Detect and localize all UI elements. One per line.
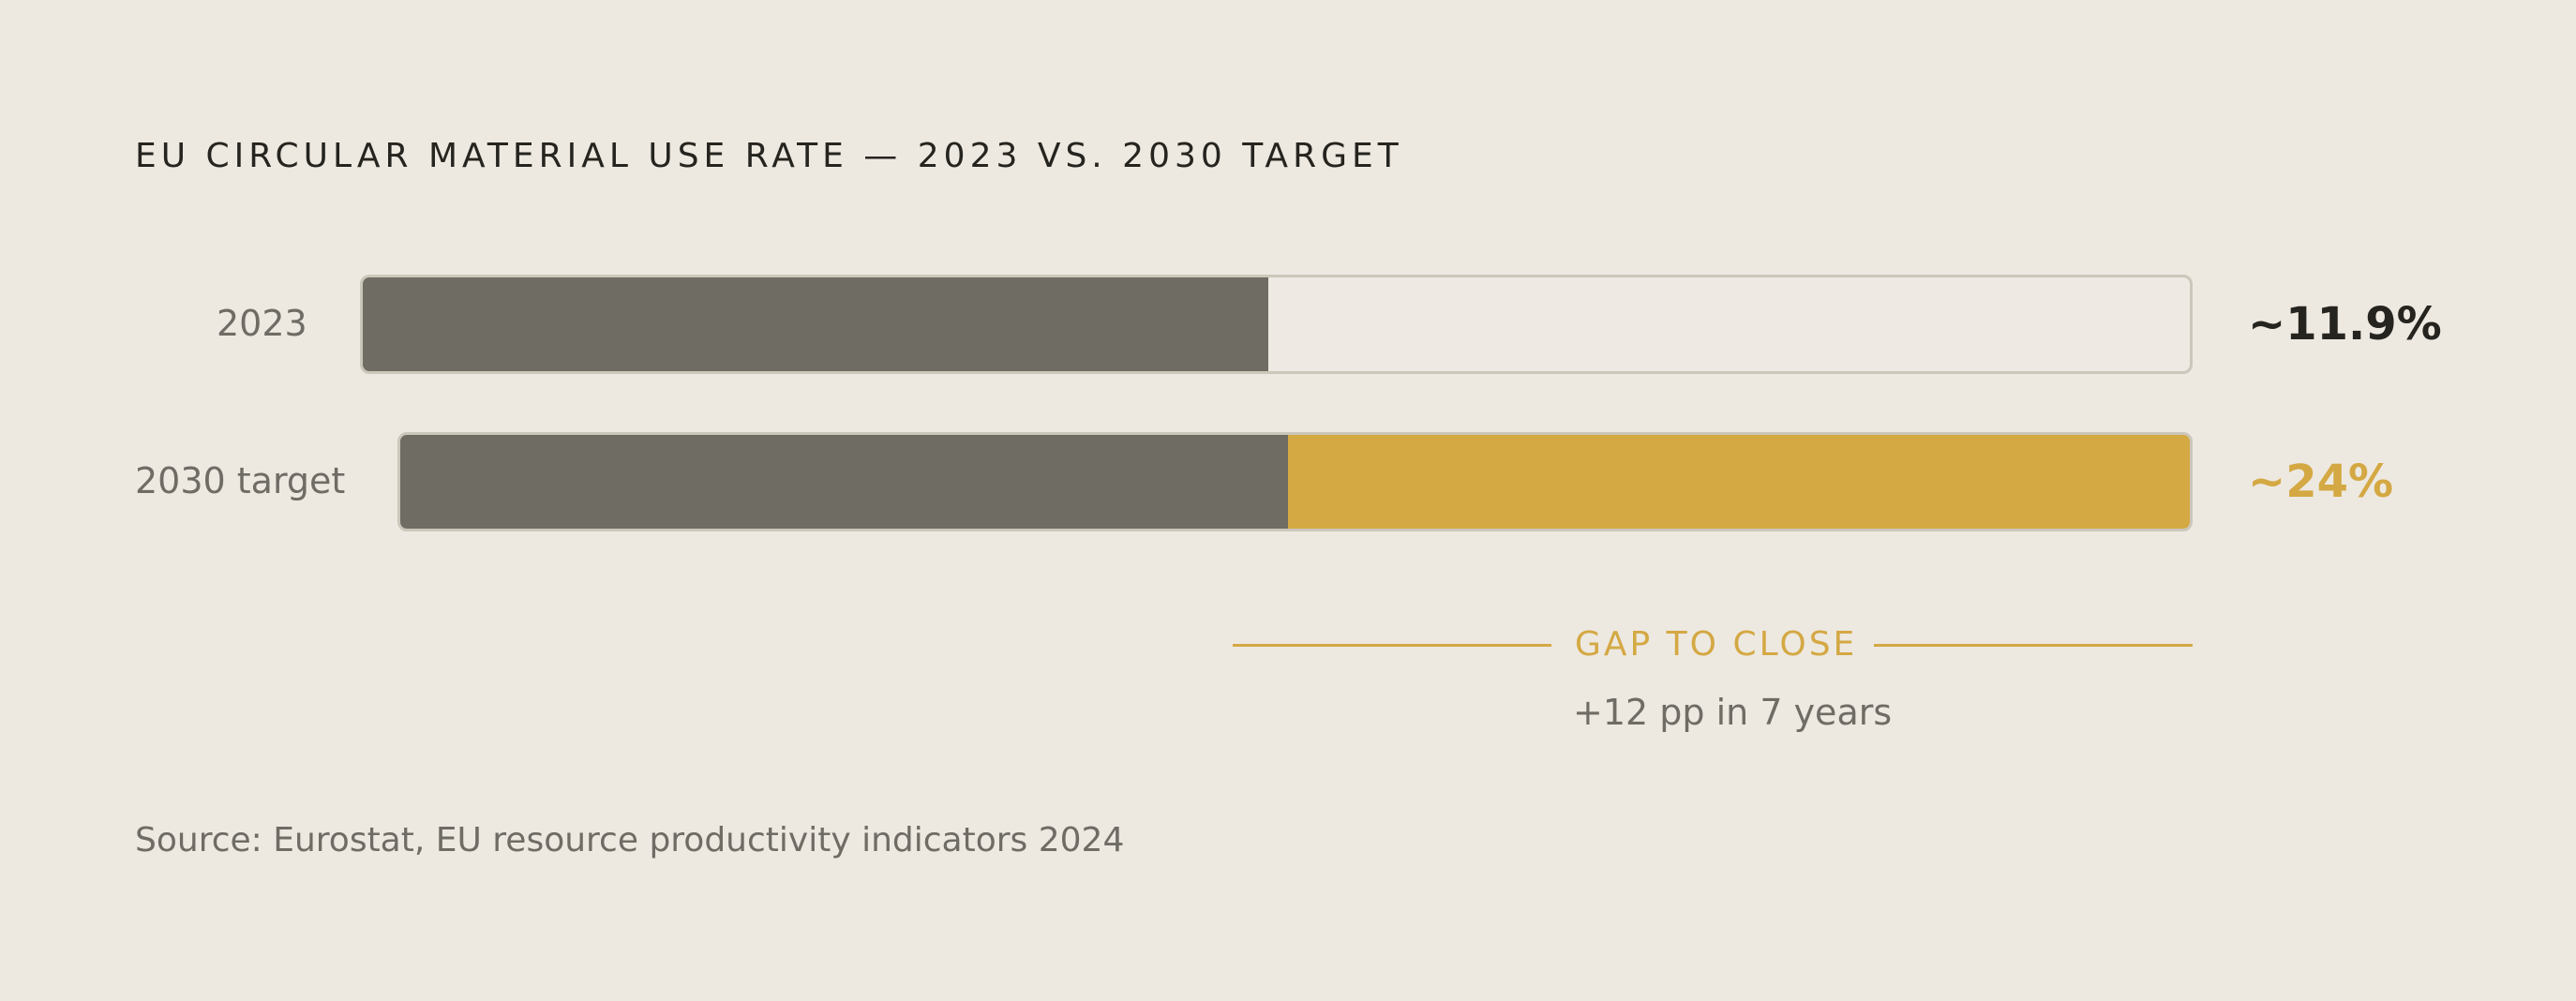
value-label-2023: ~11.9% bbox=[2248, 298, 2442, 351]
gap-label: GAP TO CLOSE bbox=[1575, 625, 1858, 664]
bar-2023-current bbox=[363, 277, 1269, 371]
value-label-2030-target: ~24% bbox=[2248, 456, 2394, 508]
bar-track-2030-target bbox=[397, 432, 2193, 531]
gap-detail: +12 pp in 7 years bbox=[1573, 692, 1893, 733]
gap-line-left bbox=[1233, 644, 1551, 647]
source-note: Source: Eurostat, EU resource productivi… bbox=[135, 821, 1125, 859]
bar-2030-gap bbox=[1287, 435, 2190, 529]
bar-track-2023 bbox=[360, 275, 2193, 374]
bar-2030-current bbox=[400, 435, 1288, 529]
row-label-2023: 2023 bbox=[217, 303, 307, 344]
gap-line-right bbox=[1874, 644, 2193, 647]
row-label-2030-target: 2030 target bbox=[135, 460, 346, 501]
chart-title: EU CIRCULAR MATERIAL USE RATE — 2023 VS.… bbox=[135, 137, 1403, 175]
